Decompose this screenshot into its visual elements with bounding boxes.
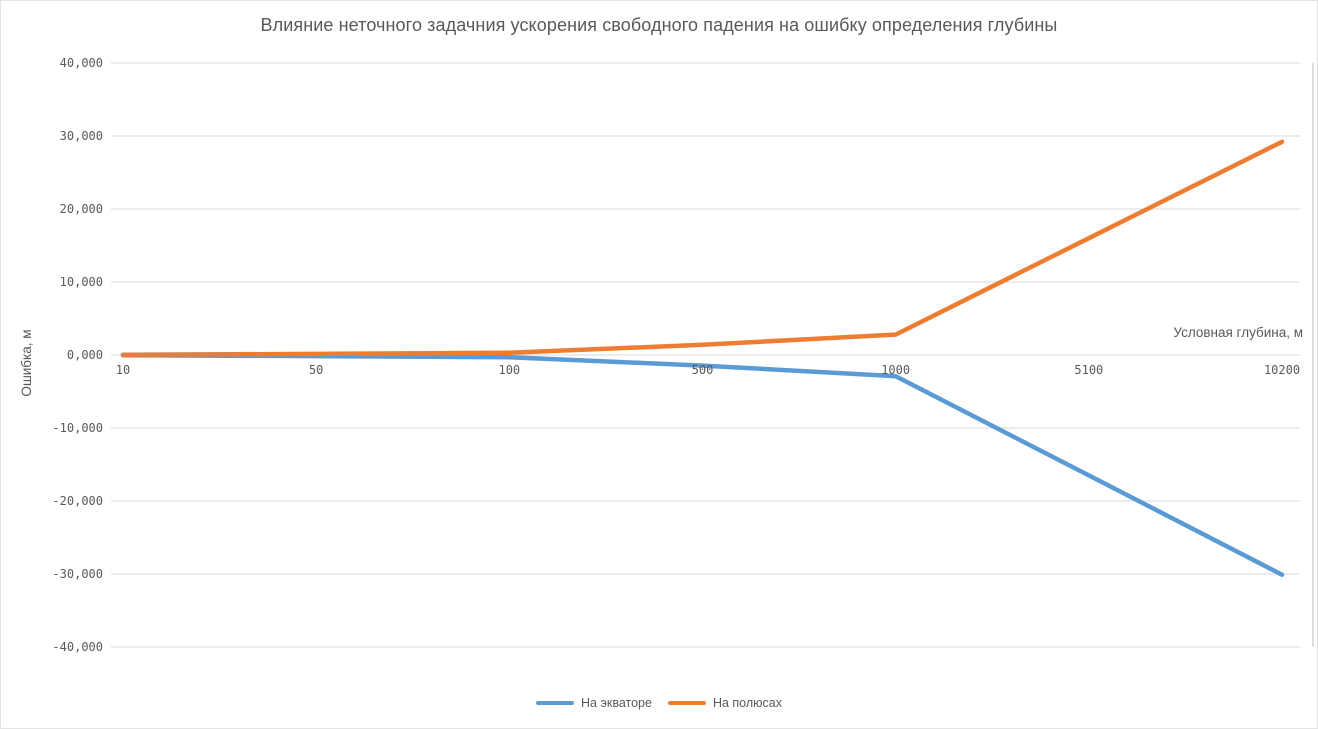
y-tick-label: 20,000 xyxy=(59,202,103,216)
legend-item-1: На полюсах xyxy=(667,696,782,710)
y-axis-title: Ошибка, м xyxy=(19,329,34,397)
legend-line-icon xyxy=(536,700,575,706)
y-tick-label: -30,000 xyxy=(52,567,103,581)
y-tick-label: -20,000 xyxy=(52,494,103,508)
series-line-0 xyxy=(120,352,1285,577)
chart-title: Влияние неточного задачния ускорения сво… xyxy=(260,15,1058,35)
legend-line-icon xyxy=(667,700,706,706)
series-line-1 xyxy=(120,139,1285,358)
y-tick-label: 40,000 xyxy=(59,56,103,70)
x-axis-title: Условная глубина, м xyxy=(1173,325,1303,340)
x-tick-label: 100 xyxy=(498,363,521,377)
x-tick-label: 10200 xyxy=(1263,363,1301,377)
x-tick-label: 10 xyxy=(115,363,131,377)
x-tick-label: 50 xyxy=(308,363,324,377)
legend: На экваторе На полюсах xyxy=(1,696,1317,710)
y-tick-label: 30,000 xyxy=(59,129,103,143)
y-tick-label: 0,000 xyxy=(66,348,103,362)
x-tick-label: 1000 xyxy=(881,363,911,377)
legend-label: На полюсах xyxy=(712,696,782,710)
y-tick-label: -40,000 xyxy=(52,640,103,654)
y-tick-label: 10,000 xyxy=(59,275,103,289)
x-tick-label: 500 xyxy=(691,363,714,377)
legend-label: На экваторе xyxy=(581,696,652,710)
x-tick-label: 5100 xyxy=(1074,363,1104,377)
legend-item-0: На экваторе xyxy=(536,696,652,710)
y-tick-label: -10,000 xyxy=(52,421,103,435)
